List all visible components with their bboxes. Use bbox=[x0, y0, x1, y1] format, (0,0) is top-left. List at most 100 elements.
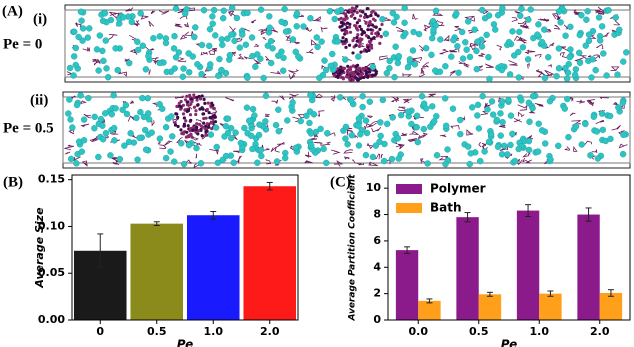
error-bar bbox=[486, 291, 493, 297]
bath-particle bbox=[185, 141, 193, 149]
bath-particle bbox=[525, 137, 533, 145]
bath-particle bbox=[78, 17, 85, 24]
polymer-strand bbox=[112, 162, 120, 166]
bath-particle bbox=[369, 153, 377, 161]
bath-particle bbox=[393, 13, 400, 21]
polymer-bead bbox=[356, 67, 361, 71]
bath-particle bbox=[303, 112, 310, 119]
panel-label: (A) bbox=[2, 3, 23, 19]
polymer-bead bbox=[176, 115, 180, 119]
polymer-strand bbox=[513, 35, 524, 41]
polymer-strand bbox=[427, 93, 436, 98]
bath-particle bbox=[430, 26, 437, 33]
bath-particle bbox=[329, 50, 336, 58]
bath-particle bbox=[534, 148, 542, 155]
bath-particle bbox=[125, 138, 133, 146]
polymer-strand bbox=[288, 73, 295, 80]
polymer-strand bbox=[518, 111, 525, 118]
polymer-strand bbox=[548, 42, 555, 47]
bath-particle bbox=[507, 141, 514, 149]
bath-particle bbox=[239, 31, 246, 38]
bath-particle bbox=[465, 143, 472, 150]
bath-particle bbox=[603, 72, 610, 79]
polymer-bead bbox=[200, 106, 204, 110]
polymer-bead bbox=[177, 101, 181, 105]
polymer-strand bbox=[449, 70, 456, 77]
bath-particle bbox=[95, 67, 102, 74]
polymer-bead bbox=[348, 78, 352, 82]
bath-particle bbox=[422, 45, 430, 52]
bath-particle bbox=[538, 127, 546, 134]
bath-particle bbox=[111, 137, 118, 144]
bath-particle bbox=[616, 26, 623, 33]
bath-particle bbox=[266, 24, 273, 31]
bath-particle bbox=[191, 33, 198, 41]
bath-particle bbox=[337, 94, 344, 101]
bath-particle bbox=[535, 21, 542, 28]
polymer-bead bbox=[175, 104, 179, 109]
polymer-strand bbox=[271, 99, 279, 105]
bath-particle bbox=[70, 53, 78, 60]
polymer-bead bbox=[184, 98, 188, 102]
bath-particle bbox=[171, 32, 178, 40]
polymer-bead bbox=[196, 103, 200, 107]
polymer-strand bbox=[517, 20, 527, 25]
bath-particle bbox=[562, 32, 569, 39]
bath-particle bbox=[156, 59, 164, 67]
sim-box-inner bbox=[62, 96, 631, 164]
polymer-strand bbox=[519, 36, 528, 42]
polymer-strand bbox=[524, 49, 536, 55]
polymer-bead bbox=[370, 73, 375, 77]
bath-particle bbox=[307, 130, 315, 137]
bath-particle bbox=[334, 38, 341, 45]
bath-particle bbox=[497, 110, 504, 117]
polymer-bead bbox=[182, 124, 187, 128]
bath-particle bbox=[249, 105, 257, 113]
bath-particle bbox=[381, 157, 388, 165]
polymer-strand bbox=[527, 62, 530, 69]
polymer-strand bbox=[450, 125, 460, 130]
bath-particle bbox=[474, 38, 481, 45]
polymer-strand bbox=[449, 47, 460, 53]
polymer-bead bbox=[202, 121, 206, 125]
bath-particle bbox=[493, 116, 501, 124]
bath-particle bbox=[605, 7, 612, 14]
bath-particle bbox=[249, 52, 256, 60]
polymer-strand bbox=[423, 24, 432, 32]
polymer-bead bbox=[361, 29, 366, 34]
bath-particle bbox=[478, 43, 486, 50]
bath-particle bbox=[142, 126, 149, 134]
bath-particle bbox=[213, 143, 220, 151]
polymer-bead bbox=[373, 18, 377, 23]
bath-particle bbox=[310, 111, 318, 118]
bath-particle bbox=[139, 94, 146, 102]
polymer-strand bbox=[534, 54, 542, 58]
polymer-strand bbox=[145, 46, 155, 51]
polymer-bead bbox=[194, 125, 199, 130]
bath-particle bbox=[209, 20, 216, 27]
polymer-bead bbox=[194, 109, 198, 113]
polymer-bead bbox=[352, 9, 356, 13]
bath-particle bbox=[258, 152, 265, 160]
bath-particle bbox=[212, 32, 219, 39]
legend-swatch bbox=[396, 203, 422, 213]
polymer-bead bbox=[341, 66, 346, 70]
bath-particle bbox=[171, 158, 178, 165]
bath-particle bbox=[488, 98, 496, 105]
polymer-strand bbox=[400, 132, 408, 136]
bath-particle bbox=[108, 111, 116, 118]
polymer-strand bbox=[174, 95, 185, 99]
polymer-bead bbox=[179, 128, 183, 132]
bath-particle bbox=[499, 98, 506, 105]
polymer-strand bbox=[576, 99, 585, 104]
y-tick-label: 0 bbox=[373, 313, 381, 326]
bath-particle bbox=[463, 46, 470, 53]
bath-particle bbox=[307, 15, 314, 22]
bath-particle bbox=[280, 54, 287, 62]
polymer-strand bbox=[418, 132, 429, 138]
polymer-bead bbox=[196, 132, 200, 136]
polymer-bead bbox=[176, 124, 180, 129]
bath-particle bbox=[66, 64, 74, 72]
bath-particle bbox=[71, 28, 78, 36]
bath-particle bbox=[406, 56, 414, 63]
